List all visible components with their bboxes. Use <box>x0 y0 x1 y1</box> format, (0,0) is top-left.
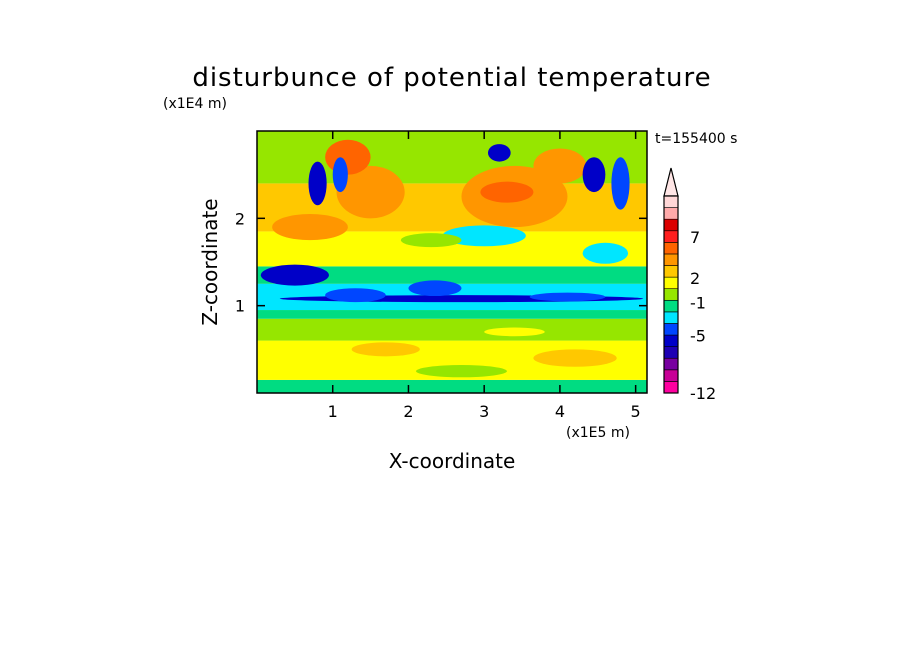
field-patch-18 <box>400 233 462 248</box>
field-patch-6 <box>336 165 405 219</box>
colorbar-swatch <box>663 230 679 243</box>
colorbar-swatch <box>663 195 679 208</box>
field-patch-16 <box>442 225 526 247</box>
field-patch-20 <box>351 342 420 357</box>
y-axis-label: Z-coordinate <box>198 198 222 325</box>
field-patch-0 <box>260 264 329 286</box>
x-tick-label: 1 <box>328 402 338 421</box>
colorbar-tick-label: 2 <box>690 269 700 288</box>
field-patch-21 <box>484 327 545 337</box>
colorbar-swatch <box>663 381 679 394</box>
colorbar-tick-label: 7 <box>690 228 700 247</box>
field-band-5 <box>257 266 647 284</box>
x-tick-label: 2 <box>403 402 413 421</box>
field-patch-2 <box>325 288 386 303</box>
colorbar-swatch <box>663 357 679 371</box>
colorbar-swatch <box>663 253 679 266</box>
colorbar-swatch <box>663 218 679 232</box>
field-patch-7 <box>272 213 348 241</box>
field-patch-17 <box>582 242 629 264</box>
colorbar-swatch <box>663 242 679 255</box>
colorbar-swatch <box>663 265 679 278</box>
field-band-2 <box>257 318 647 341</box>
colorbar-tick-label: -12 <box>690 384 716 403</box>
chart-title: disturbunce of potential temperature <box>192 63 711 93</box>
colorbar-swatch <box>663 346 679 359</box>
colorbar-swatch <box>663 288 679 301</box>
time-label: t=155400 s <box>655 131 737 147</box>
field-patch-12 <box>332 157 348 193</box>
colorbar-extend-arrow <box>663 167 679 197</box>
field-patch-4 <box>529 292 606 302</box>
colorbar-tick-label: -1 <box>690 294 706 313</box>
x-tick-label: 4 <box>555 402 565 421</box>
field-patch-8 <box>533 148 587 184</box>
colorbar-tick-label: -5 <box>690 327 706 346</box>
colorbar-swatch <box>663 323 679 336</box>
field-patch-9 <box>325 139 371 175</box>
x-tick-label: 5 <box>631 402 641 421</box>
x-unit-label: (x1E5 m) <box>566 425 630 441</box>
field-band-3 <box>257 310 647 319</box>
y-tick-label: 1 <box>235 297 245 316</box>
y-tick-label: 2 <box>235 209 245 228</box>
field-patch-11 <box>308 161 327 206</box>
colorbar-swatch <box>663 276 679 290</box>
plot-area <box>257 131 647 393</box>
x-tick-label: 3 <box>479 402 489 421</box>
field-patch-14 <box>582 157 606 193</box>
colorbar: 7 2 -1 -5 -12 <box>663 167 716 403</box>
field-patch-22 <box>416 365 507 378</box>
y-unit-label: (x1E4 m) <box>163 96 227 112</box>
field-band-0 <box>257 379 647 393</box>
colorbar-swatch <box>663 311 679 324</box>
colorbar-swatch <box>663 334 679 347</box>
field-patch-15 <box>611 157 630 210</box>
colorbar-frame <box>663 195 679 394</box>
field-patch-3 <box>408 280 462 297</box>
field-patch-19 <box>533 349 617 367</box>
field-patch-10 <box>480 181 534 203</box>
colorbar-swatch <box>663 299 679 313</box>
field-patch-13 <box>487 144 511 162</box>
colorbar-swatch <box>663 207 679 220</box>
colorbar-swatch <box>663 369 679 382</box>
plot-frame <box>256 130 648 394</box>
x-axis-label: X-coordinate <box>389 449 516 473</box>
